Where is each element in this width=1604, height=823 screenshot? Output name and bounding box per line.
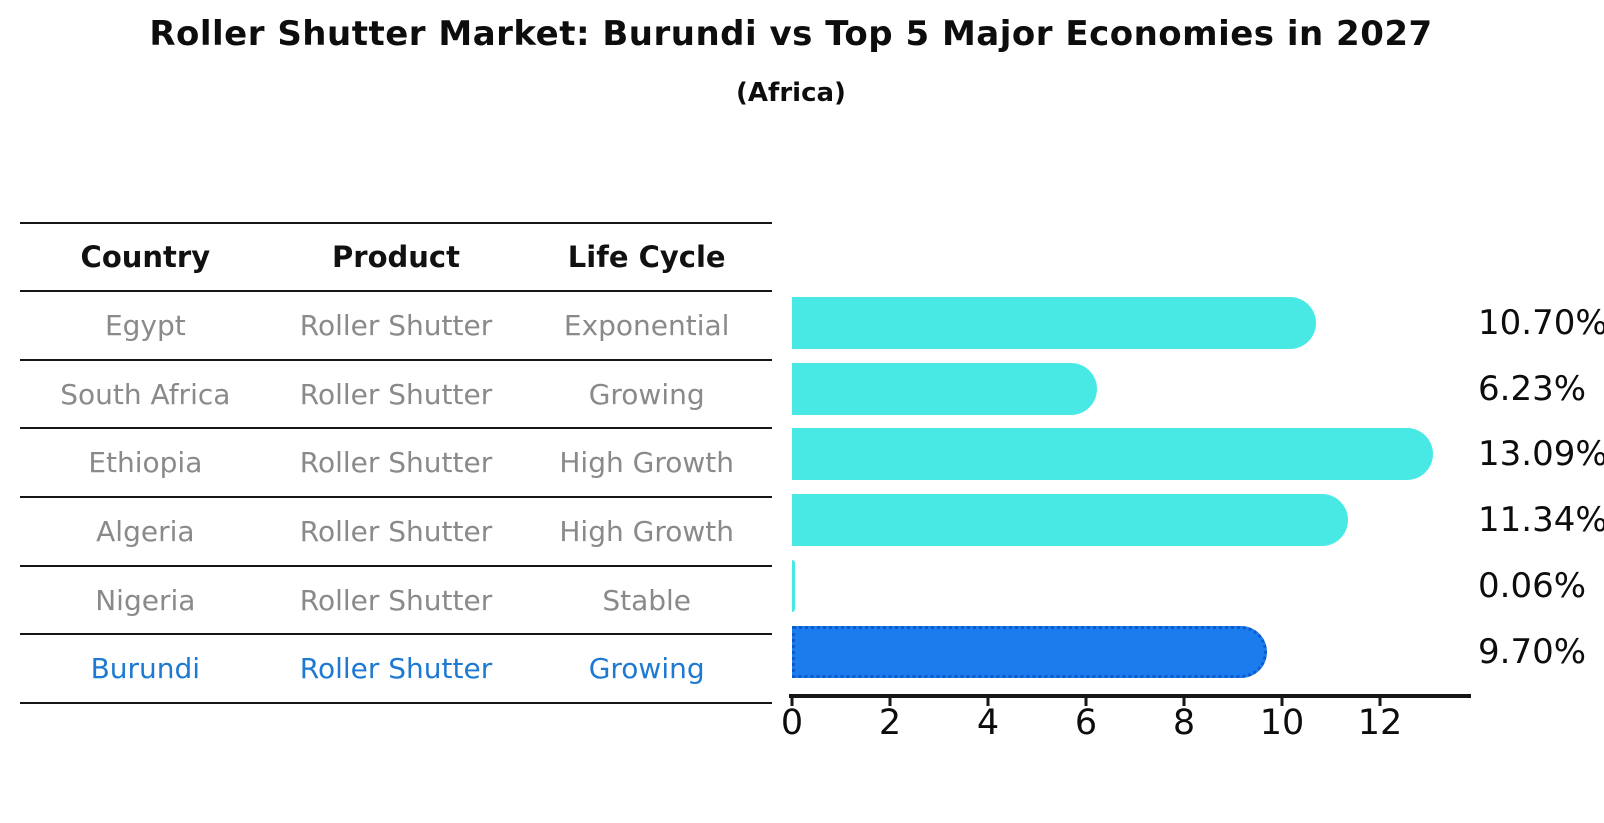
- x-axis-tick-label: 2: [878, 703, 902, 743]
- cell-country: Nigeria: [95, 583, 196, 617]
- table-row-egypt: Egypt Roller Shutter Exponential: [20, 292, 772, 361]
- cell-lifecycle: High Growth: [559, 446, 734, 480]
- cell-country: Burundi: [90, 652, 201, 686]
- bar-algeria: [792, 494, 1348, 547]
- cell-product: Roller Shutter: [299, 308, 493, 342]
- table-row-ethiopia: Ethiopia Roller Shutter High Growth: [20, 429, 772, 499]
- cell-lifecycle: Exponential: [563, 308, 730, 342]
- table-header-product: Product: [332, 240, 460, 274]
- table-row-nigeria: Nigeria Roller Shutter Stable: [20, 567, 772, 636]
- x-axis: [789, 694, 1471, 698]
- cell-country: South Africa: [60, 377, 231, 411]
- x-axis-tick-label: 0: [780, 703, 804, 743]
- table-row-south-africa: South Africa Roller Shutter Growing: [20, 361, 772, 430]
- cell-lifecycle: Stable: [602, 583, 692, 617]
- cell-country: Ethiopia: [88, 446, 203, 480]
- x-axis-tick: [1084, 696, 1088, 706]
- x-axis-tick: [986, 696, 990, 706]
- value-label-egypt: 10.70%: [1478, 303, 1604, 343]
- x-axis-tick: [888, 696, 892, 706]
- x-axis-tick: [790, 696, 794, 706]
- chart-subtitle: (Africa): [736, 78, 846, 108]
- cell-country: Egypt: [104, 308, 186, 342]
- bar-egypt: [792, 297, 1317, 349]
- cell-product: Roller Shutter: [299, 446, 493, 480]
- value-label-burundi: 9.70%: [1478, 631, 1587, 672]
- cell-product: Roller Shutter: [299, 377, 493, 411]
- cell-lifecycle: High Growth: [559, 514, 734, 548]
- x-axis-tick-label: 12: [1357, 703, 1403, 743]
- table-header-lifecycle: Life Cycle: [567, 240, 726, 274]
- cell-product: Roller Shutter: [299, 652, 493, 686]
- table-row-burundi: Burundi Roller Shutter Growing: [20, 635, 772, 705]
- cell-country: Algeria: [96, 514, 195, 548]
- chart-title: Roller Shutter Market: Burundi vs Top 5 …: [149, 14, 1433, 54]
- cell-product: Roller Shutter: [299, 514, 493, 548]
- value-label-nigeria: 0.06%: [1478, 565, 1587, 606]
- x-axis-tick-label: 8: [1172, 703, 1196, 743]
- bar-burundi-highlighted: [792, 625, 1268, 678]
- x-axis-tick: [1378, 696, 1382, 706]
- value-label-algeria: 11.34%: [1478, 500, 1604, 541]
- cell-lifecycle: Growing: [588, 652, 705, 686]
- table-row-algeria: Algeria Roller Shutter High Growth: [20, 498, 772, 567]
- table-header-row: Country Product Life Cycle: [20, 224, 772, 292]
- x-axis-tick: [1182, 696, 1186, 706]
- x-axis-tick-label: 6: [1074, 703, 1098, 743]
- bar-ethiopia: [792, 428, 1434, 481]
- country-table: Country Product Life Cycle Egypt Roller …: [20, 222, 772, 705]
- cell-lifecycle: Growing: [588, 377, 705, 411]
- bar-nigeria: [792, 559, 795, 612]
- x-axis-tick: [1280, 696, 1284, 706]
- value-label-ethiopia: 13.09%: [1478, 434, 1604, 475]
- cell-product: Roller Shutter: [299, 583, 493, 617]
- bar-south-africa: [792, 362, 1098, 415]
- x-axis-tick-label: 10: [1259, 703, 1305, 743]
- table-header-country: Country: [80, 240, 211, 274]
- value-label-south-africa: 6.23%: [1478, 368, 1587, 409]
- x-axis-tick-label: 4: [976, 703, 1000, 743]
